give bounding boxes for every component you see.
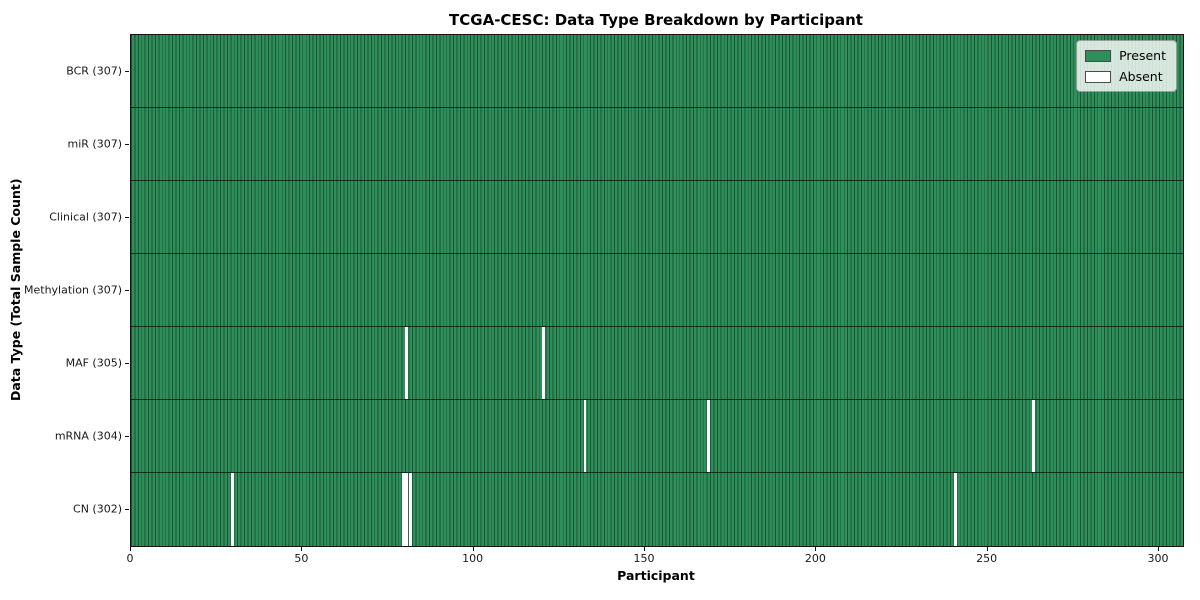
ytick-mark: [125, 216, 129, 218]
absent-cell: [706, 400, 710, 472]
ytick-mark: [125, 362, 129, 364]
legend-swatch-absent: [1085, 70, 1112, 83]
xtick-mark: [644, 547, 645, 551]
xtick-mark: [130, 547, 131, 551]
ytick-label-mir: miR (307): [67, 137, 123, 150]
heatmap-row-bcr: [131, 35, 1183, 108]
xtick-label-150: 150: [633, 552, 655, 565]
plot-area: Present Absent: [130, 34, 1184, 547]
heatmap-row-maf: [131, 327, 1183, 400]
absent-cell: [408, 473, 412, 546]
ytick-mark: [125, 435, 129, 437]
xtick-mark: [815, 547, 817, 551]
xtick-mark: [301, 547, 303, 551]
xtick-label-300: 300: [1147, 552, 1169, 565]
absent-cell: [542, 327, 546, 399]
ytick-mark: [125, 70, 129, 72]
xtick-label-0: 0: [126, 552, 134, 565]
heatmap-row-cn: [131, 473, 1183, 546]
legend: Present Absent: [1076, 40, 1177, 92]
xtick-mark: [1158, 547, 1159, 551]
absent-cell: [230, 473, 234, 546]
absent-cell: [1032, 400, 1036, 472]
xtick-mark: [472, 547, 474, 551]
absent-cell: [953, 473, 957, 546]
absent-cell: [405, 473, 409, 546]
xtick-label-50: 50: [294, 552, 309, 565]
ytick-label-maf: MAF (305): [65, 356, 122, 369]
y-axis-label: Data Type (Total Sample Count): [8, 178, 23, 401]
ytick-mark: [125, 143, 129, 145]
x-axis-label: Participant: [617, 568, 695, 583]
xtick-label-100: 100: [462, 552, 484, 565]
heatmap-row-mrna: [131, 400, 1183, 473]
absent-cell: [405, 327, 409, 399]
heatmap-row-methylation: [131, 254, 1183, 327]
xtick-label-250: 250: [976, 552, 998, 565]
legend-swatch-present: [1085, 49, 1112, 62]
ytick-label-mrna: mRNA (304): [54, 429, 122, 442]
heatmap-row-clinical: [131, 181, 1183, 254]
xtick-label-200: 200: [804, 552, 826, 565]
legend-item-absent: Absent: [1085, 69, 1166, 84]
chart-title: TCGA-CESC: Data Type Breakdown by Partic…: [449, 11, 863, 29]
legend-label: Present: [1119, 48, 1166, 63]
absent-cell: [401, 473, 405, 546]
ytick-label-cn: CN (302): [73, 502, 122, 515]
ytick-label-clinical: Clinical (307): [49, 210, 122, 223]
ytick-mark: [125, 508, 129, 510]
ytick-label-bcr: BCR (307): [66, 64, 122, 77]
heatmap-row-mir: [131, 108, 1183, 181]
ytick-mark: [125, 289, 129, 291]
legend-label: Absent: [1119, 69, 1163, 84]
legend-item-present: Present: [1085, 48, 1166, 63]
xtick-mark: [986, 547, 988, 551]
absent-cell: [583, 400, 587, 472]
ytick-label-methylation: Methylation (307): [24, 283, 122, 296]
heatmap-rows: [131, 35, 1183, 546]
